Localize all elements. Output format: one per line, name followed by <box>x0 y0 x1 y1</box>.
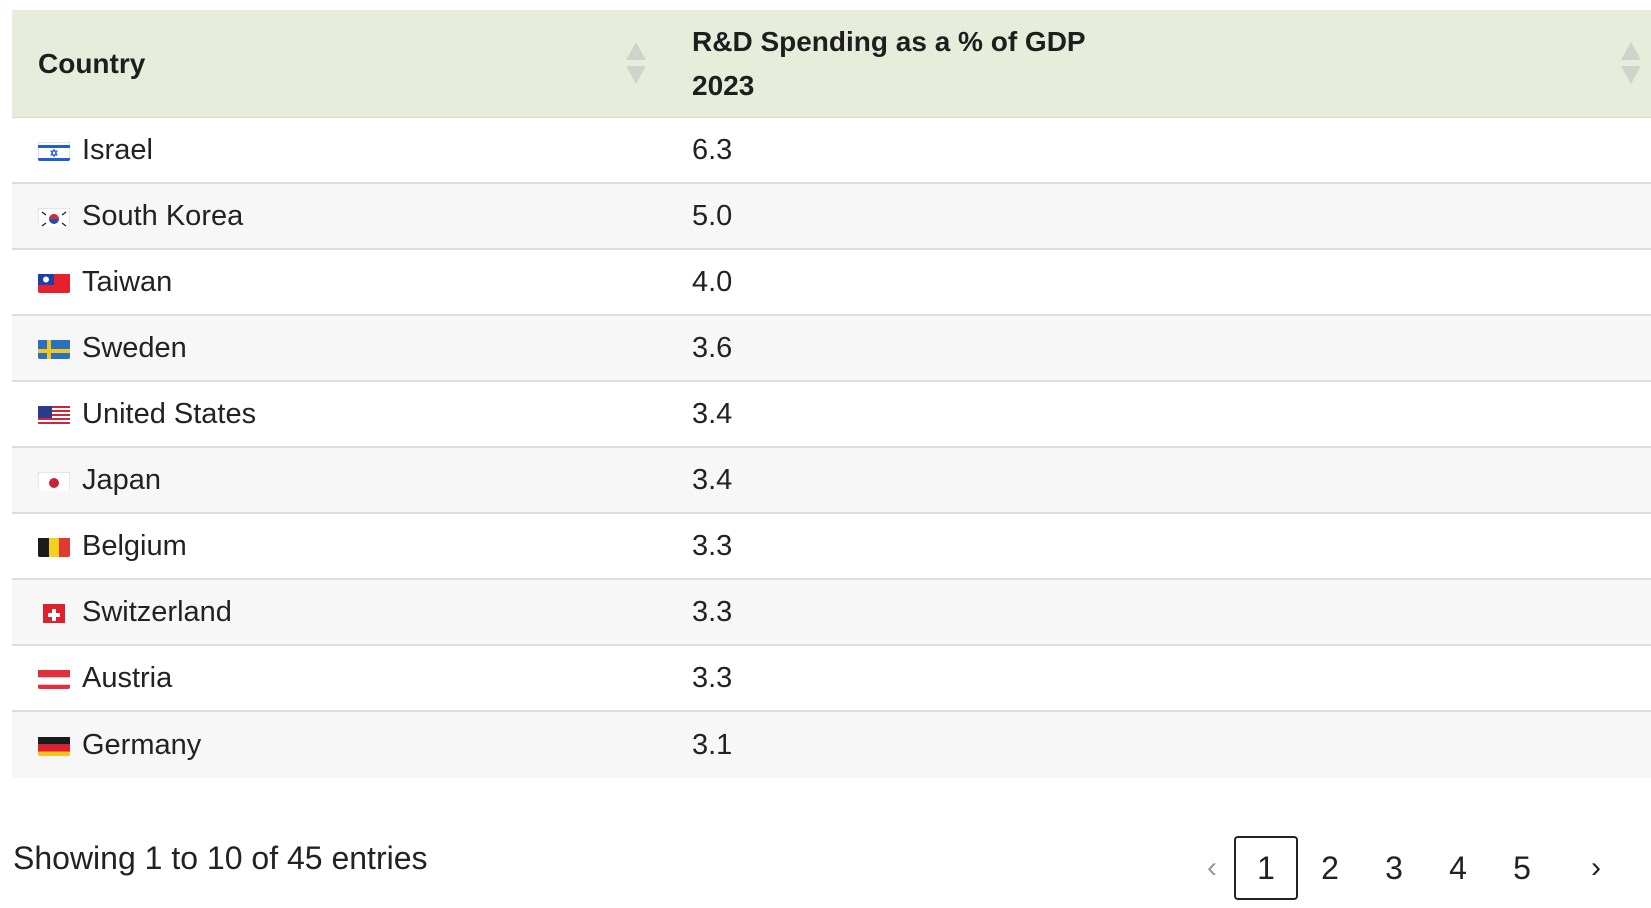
country-name: South Korea <box>82 199 244 232</box>
cell-country: Austria <box>12 662 666 695</box>
table-row: Switzerland 3.3 <box>12 580 1651 646</box>
flag-germany-icon <box>38 734 70 756</box>
flag-austria-icon <box>38 667 70 689</box>
cell-rd-spending: 4.0 <box>692 265 733 298</box>
column-header-rd-spending[interactable]: R&D Spending as a % of GDP 2023 <box>666 10 1651 117</box>
cell-rd-spending: 5.0 <box>692 199 733 232</box>
country-name: Japan <box>82 463 162 496</box>
country-name: Sweden <box>82 331 187 364</box>
column-header-country[interactable]: Country <box>12 10 666 117</box>
page-button-4[interactable]: 4 <box>1449 849 1467 886</box>
page-button-5[interactable]: 5 <box>1513 849 1531 886</box>
flag-sweden-icon <box>38 337 70 359</box>
table-row: Belgium 3.3 <box>12 514 1651 580</box>
country-name: Switzerland <box>82 595 232 628</box>
flag-belgium-icon <box>38 535 70 557</box>
cell-rd-spending: 3.3 <box>692 529 733 562</box>
flag-japan-icon <box>38 469 70 491</box>
cell-country: Taiwan <box>12 266 666 299</box>
cell-country: Japan <box>12 464 666 497</box>
column-header-label: R&D Spending as a % of GDP <box>692 25 1086 57</box>
cell-country: Sweden <box>12 332 666 365</box>
flag-israel-icon <box>38 139 70 161</box>
previous-page-button[interactable]: ‹ <box>1207 851 1217 884</box>
cell-country: South Korea <box>12 200 666 233</box>
country-name: United States <box>82 397 257 430</box>
sort-icon[interactable] <box>1621 42 1641 84</box>
table-row: Taiwan 4.0 <box>12 250 1651 316</box>
flag-united-states-icon <box>38 403 70 425</box>
column-header-label: Country <box>38 47 146 79</box>
cell-rd-spending: 3.6 <box>692 331 733 364</box>
country-name: Taiwan <box>82 265 173 298</box>
table-row: Israel 6.3 <box>12 118 1651 184</box>
cell-rd-spending: 3.4 <box>692 397 733 430</box>
country-name: Israel <box>82 133 153 166</box>
cell-country: Germany <box>12 729 666 762</box>
country-name: Germany <box>82 728 202 761</box>
table-row: Austria 3.3 <box>12 646 1651 712</box>
page-button-3[interactable]: 3 <box>1385 849 1403 886</box>
cell-country: Switzerland <box>12 596 666 629</box>
cell-rd-spending: 3.4 <box>692 463 733 496</box>
cell-country: Israel <box>12 134 666 167</box>
flag-taiwan-icon <box>38 271 70 293</box>
column-header-year: 2023 <box>692 69 755 101</box>
table-row: Japan 3.4 <box>12 448 1651 514</box>
cell-country: Belgium <box>12 530 666 563</box>
cell-rd-spending: 3.1 <box>692 728 733 761</box>
next-page-button[interactable]: › <box>1591 851 1601 884</box>
table-info: Showing 1 to 10 of 45 entries <box>13 840 428 876</box>
page-button-1[interactable]: 1 <box>1234 836 1298 900</box>
table-row: United States 3.4 <box>12 382 1651 448</box>
sort-icon[interactable] <box>626 42 646 84</box>
country-name: Austria <box>82 661 173 694</box>
table-body: Israel 6.3 South Korea 5.0 Taiwan 4.0 Sweden 3.… <box>12 118 1651 778</box>
table-row: South Korea 5.0 <box>12 184 1651 250</box>
cell-country: United States <box>12 398 666 431</box>
table-row: Germany 3.1 <box>12 712 1651 778</box>
cell-rd-spending: 6.3 <box>692 133 733 166</box>
cell-rd-spending: 3.3 <box>692 661 733 694</box>
country-name: Belgium <box>82 529 187 562</box>
table-row: Sweden 3.6 <box>12 316 1651 382</box>
page-button-2[interactable]: 2 <box>1321 849 1339 886</box>
pagination: ‹ 1 2 3 4 5 › <box>1190 836 1618 900</box>
cell-rd-spending: 3.3 <box>692 595 733 628</box>
rd-spending-table: Country R&D Spending as a % of GDP 2023 … <box>12 10 1651 778</box>
flag-south-korea-icon <box>38 205 70 227</box>
table-header: Country R&D Spending as a % of GDP 2023 <box>12 10 1651 118</box>
flag-switzerland-icon <box>38 601 70 623</box>
